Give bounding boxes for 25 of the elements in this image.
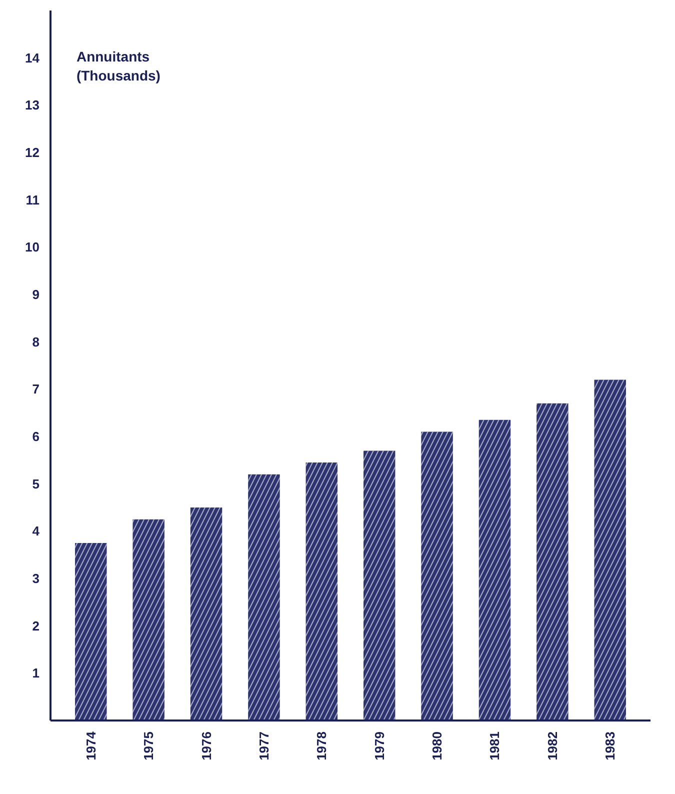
y-tick-label: 11 [26, 192, 40, 208]
y-tick-label: 5 [32, 476, 40, 492]
x-tick-label: 1975 [141, 732, 156, 760]
y-tick-label: 6 [32, 429, 40, 444]
y-tick-label: 8 [32, 334, 40, 350]
y-tick-label: 12 [25, 145, 40, 160]
y-tick-label: 3 [32, 571, 40, 586]
x-tick-label: 1978 [314, 732, 330, 760]
y-tick-label: 14 [25, 50, 40, 66]
y-tick-label: 7 [32, 382, 40, 397]
y-tick-label: 13 [25, 98, 40, 113]
y-tick-label: 4 [32, 524, 40, 539]
x-tick-label: 1980 [430, 732, 445, 760]
x-tick-label: 1977 [256, 732, 272, 760]
x-tick-label: 1974 [83, 730, 98, 760]
y-tick-label: 1 [32, 666, 40, 681]
y-tick-label: 10 [25, 240, 40, 255]
x-tick-label: 1981 [487, 732, 502, 760]
x-tick-label: 1979 [372, 732, 387, 760]
y-tick-label: 2 [32, 618, 40, 634]
x-tick-label: 1976 [198, 732, 214, 760]
x-tick-label: 1983 [602, 732, 618, 760]
x-tick-label: 1982 [544, 732, 560, 760]
y-tick-label: 9 [32, 287, 40, 302]
y-axis-title: Annuitants (Thousands) [76, 48, 160, 84]
